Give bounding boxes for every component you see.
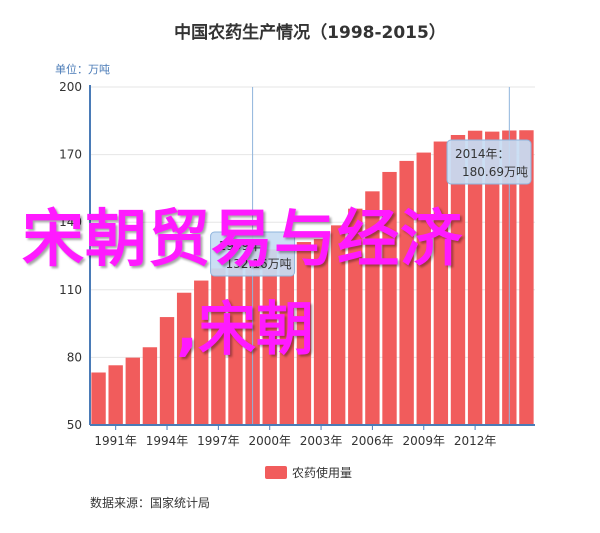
tooltip-value: 132.16万吨 <box>226 257 292 271</box>
tooltips: 1999年： 132.16万吨 2014年： 180.69万吨 <box>210 139 532 277</box>
bar-1990[interactable] <box>91 372 106 425</box>
x-tick-label: 2012年 <box>454 434 497 448</box>
y-unit-label: 单位：万吨 <box>55 62 110 76</box>
x-tick-label: 1997年 <box>197 434 240 448</box>
x-tick-label: 1994年 <box>146 434 189 448</box>
bar-1997[interactable] <box>211 268 226 425</box>
bar-2007[interactable] <box>382 171 397 425</box>
bar-1992[interactable] <box>125 357 140 425</box>
tooltip-year: 2014年： <box>455 147 510 161</box>
bar-2004[interactable] <box>330 225 346 425</box>
bar-2012[interactable] <box>467 130 483 425</box>
y-tick-labels: 50 80 110 140 170 200 <box>59 80 82 432</box>
bar-2005[interactable] <box>348 208 363 425</box>
bar-2011[interactable] <box>450 134 466 425</box>
bar-2001[interactable] <box>279 250 295 425</box>
axes <box>89 85 535 426</box>
bar-2010[interactable] <box>433 141 449 425</box>
tooltip-box <box>210 231 296 277</box>
legend[interactable]: 农药使用量 <box>265 465 352 480</box>
bar-2000[interactable] <box>262 249 277 425</box>
y-tick-label: 80 <box>67 350 82 364</box>
bar-2003[interactable] <box>313 239 329 425</box>
bar-1991[interactable] <box>108 365 123 425</box>
bar-2013[interactable] <box>485 131 500 425</box>
bar-1998[interactable] <box>228 260 243 425</box>
legend-label: 农药使用量 <box>292 465 352 480</box>
x-tick-label: 2000年 <box>248 434 291 448</box>
legend-swatch <box>265 466 287 479</box>
y-tick-label: 50 <box>67 418 82 432</box>
bar-2002[interactable] <box>296 242 312 425</box>
overlay-title: 宋朝贸易与经济 <box>22 202 464 275</box>
bar-2015[interactable] <box>519 130 534 426</box>
x-tick-label: 2009年 <box>402 434 445 448</box>
y-tick-label: 170 <box>59 148 82 162</box>
tooltip-year: 1999年： <box>219 239 274 253</box>
x-tick-labels: 1991年 1994年 1997年 2000年 2003年 2006年 2009年 2012年 <box>94 425 496 448</box>
bar-1996[interactable] <box>194 280 209 425</box>
x-tick-label: 2006年 <box>351 434 394 448</box>
y-tick-label: 140 <box>59 215 82 229</box>
tooltip-1999: 1999年： 132.16万吨 <box>210 231 296 277</box>
data-source: 数据来源：国家统计局 <box>90 495 210 510</box>
bar-2008[interactable] <box>399 160 414 425</box>
x-tick-label: 2003年 <box>300 434 343 448</box>
bar-2009[interactable] <box>416 152 431 425</box>
tooltip-box <box>446 139 532 185</box>
y-tick-label: 200 <box>59 80 82 94</box>
chart-title: 中国农药生产情况（1998-2015） <box>174 22 446 43</box>
y-tick-label: 110 <box>59 283 82 297</box>
overlay-subtitle: ,宋朝 <box>176 295 315 363</box>
bar-1995[interactable] <box>176 292 192 425</box>
x-tick-label: 1991年 <box>94 434 137 448</box>
bar-1994[interactable] <box>159 317 175 425</box>
tooltip-2014: 2014年： 180.69万吨 <box>446 139 532 185</box>
bar-1993[interactable] <box>142 347 158 425</box>
bar-2006[interactable] <box>365 191 380 425</box>
tooltip-value: 180.69万吨 <box>462 165 528 179</box>
